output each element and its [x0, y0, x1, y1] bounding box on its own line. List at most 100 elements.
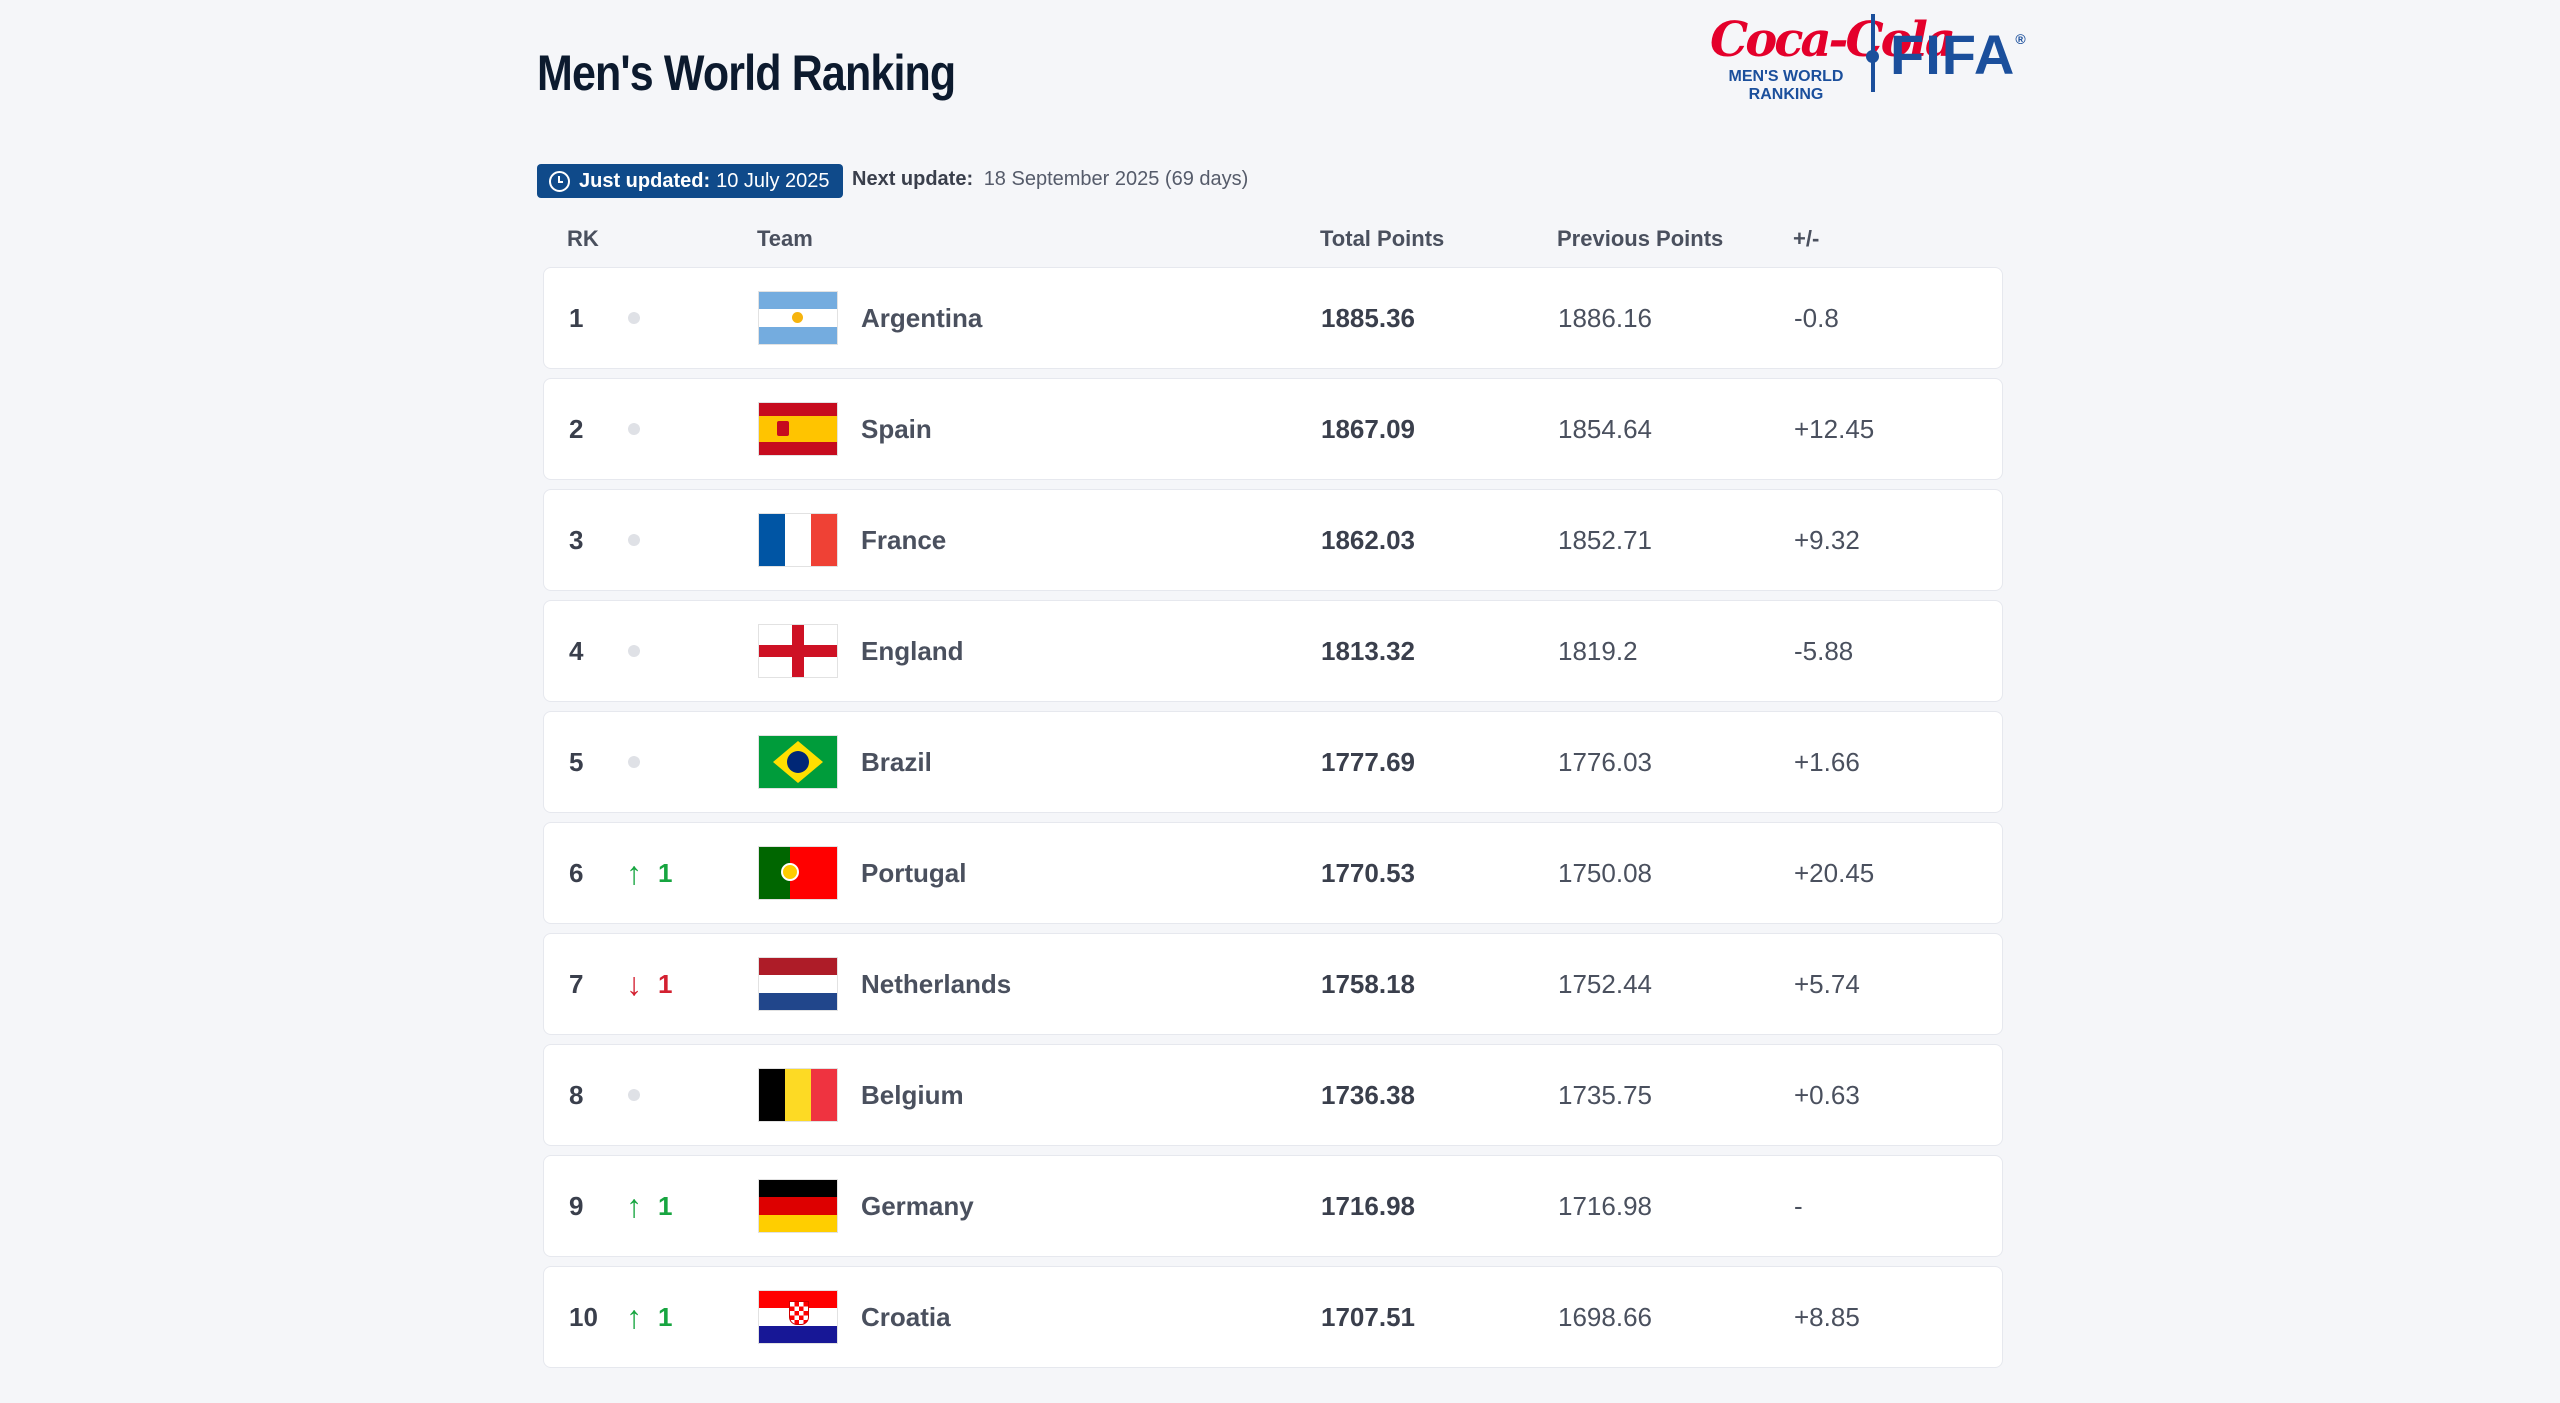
- no-change-dot-icon: [628, 534, 640, 546]
- flag-cell: [759, 379, 837, 479]
- rank-cell: 1: [569, 302, 584, 333]
- header-previous-points[interactable]: Previous Points: [1557, 226, 1724, 251]
- previous-points-cell: 1852.71: [1558, 524, 1652, 555]
- rank-movement: ↑ 1: [626, 1267, 716, 1367]
- total-points-cell: 1736.38: [1321, 1079, 1415, 1110]
- page-title: Men's World Ranking: [537, 45, 956, 101]
- team-name-link[interactable]: Portugal: [861, 857, 967, 888]
- flag-cell: [759, 601, 837, 701]
- previous-points-cell: 1716.98: [1558, 1190, 1652, 1221]
- no-change-dot-icon: [628, 756, 640, 768]
- previous-points-cell: 1735.75: [1558, 1079, 1652, 1110]
- team-name-link[interactable]: Netherlands: [861, 968, 1012, 999]
- germany-flag-icon: [759, 1180, 837, 1232]
- team-name-link[interactable]: France: [861, 524, 947, 555]
- rank-movement-value: 1: [658, 857, 673, 888]
- points-diff-cell: -5.88: [1794, 635, 1854, 666]
- total-points-cell: 1867.09: [1321, 413, 1415, 444]
- points-diff-cell: +5.74: [1794, 968, 1860, 999]
- flag-cell: [759, 1267, 837, 1367]
- table-row[interactable]: 8 Belgium 1736.38 1735.75 +0.63: [543, 1044, 2003, 1146]
- next-update-label: Next update:: [852, 168, 974, 190]
- previous-points-cell: 1854.64: [1558, 413, 1652, 444]
- total-points-cell: 1770.53: [1321, 857, 1415, 888]
- no-change-dot-icon: [628, 312, 640, 324]
- rank-movement: [626, 601, 716, 701]
- points-diff-cell: -: [1794, 1190, 1803, 1221]
- previous-points-cell: 1698.66: [1558, 1301, 1652, 1332]
- header-team[interactable]: Team: [757, 226, 813, 251]
- table-row[interactable]: 4 England 1813.32 1819.2 -5.88: [543, 600, 2003, 702]
- team-name-link[interactable]: Germany: [861, 1190, 974, 1221]
- team-name-link[interactable]: Belgium: [861, 1079, 964, 1110]
- total-points-cell: 1777.69: [1321, 746, 1415, 777]
- rank-movement: [626, 1045, 716, 1145]
- rank-movement-value: 1: [658, 968, 673, 999]
- previous-points-cell: 1776.03: [1558, 746, 1652, 777]
- points-diff-cell: +1.66: [1794, 746, 1860, 777]
- flag-cell: [759, 712, 837, 812]
- flag-cell: [759, 268, 837, 368]
- arrow-down-icon: ↓: [626, 965, 642, 1002]
- no-change-dot-icon: [628, 1089, 640, 1101]
- logo-divider-dot: [1866, 50, 1879, 63]
- table-row[interactable]: 9 ↑ 1 Germany 1716.98 1716.98-: [543, 1155, 2003, 1257]
- table-row[interactable]: 5 Brazil 1777.69 1776.03 +1.66: [543, 711, 2003, 813]
- header-diff[interactable]: +/-: [1793, 226, 1820, 251]
- points-diff-cell: +9.32: [1794, 524, 1860, 555]
- no-change-dot-icon: [628, 423, 640, 435]
- previous-points-cell: 1750.08: [1558, 857, 1652, 888]
- flag-cell: [759, 490, 837, 590]
- rank-cell: 8: [569, 1079, 584, 1110]
- team-name-link[interactable]: Croatia: [861, 1301, 951, 1332]
- just-updated-badge: Just updated: 10 July 2025: [537, 164, 843, 198]
- rank-movement: [626, 712, 716, 812]
- table-row[interactable]: 3 France 1862.03 1852.71 +9.32: [543, 489, 2003, 591]
- portugal-flag-icon: [759, 847, 837, 899]
- rank-cell: 7: [569, 968, 584, 999]
- belgium-flag-icon: [759, 1069, 837, 1121]
- total-points-cell: 1716.98: [1321, 1190, 1415, 1221]
- points-diff-cell: -0.8: [1794, 302, 1839, 333]
- header-rank[interactable]: RK: [567, 226, 599, 251]
- team-name-link[interactable]: Brazil: [861, 746, 932, 777]
- team-name-link[interactable]: Spain: [861, 413, 932, 444]
- rank-cell: 6: [569, 857, 584, 888]
- flag-cell: [759, 823, 837, 923]
- fifa-logo: FIFA®: [1890, 23, 2027, 86]
- argentina-flag-icon: [759, 292, 837, 344]
- team-name-link[interactable]: Argentina: [861, 302, 983, 333]
- total-points-cell: 1813.32: [1321, 635, 1415, 666]
- previous-points-cell: 1886.16: [1558, 302, 1652, 333]
- no-change-dot-icon: [628, 645, 640, 657]
- rank-movement: ↓ 1: [626, 934, 716, 1034]
- table-row[interactable]: 2 Spain 1867.09 1854.64 +12.45: [543, 378, 2003, 480]
- table-row[interactable]: 7 ↓ 1 Netherlands 1758.18 1752.44 +5.74: [543, 933, 2003, 1035]
- arrow-up-icon: ↑: [626, 854, 642, 891]
- table-row[interactable]: 10 ↑ 1 Croatia 1707.51 1698.66 +8.85: [543, 1266, 2003, 1368]
- next-update-value: 18 September 2025 (69 days): [983, 168, 1249, 190]
- header-total-points[interactable]: Total Points: [1320, 226, 1445, 251]
- coca-cola-logo: Coca-Cola: [1710, 12, 1956, 68]
- ranking-logo-text: MEN'S WORLD RANKING: [1711, 68, 1861, 104]
- previous-points-cell: 1819.2: [1558, 635, 1638, 666]
- table-row[interactable]: 6 ↑ 1 Portugal 1770.53 1750.08 +20.45: [543, 822, 2003, 924]
- clock-icon: [549, 170, 570, 192]
- arrow-up-icon: ↑: [626, 1187, 642, 1224]
- croatia-flag-icon: [759, 1291, 837, 1343]
- netherlands-flag-icon: [759, 958, 837, 1010]
- rank-movement: ↑ 1: [626, 823, 716, 923]
- flag-cell: [759, 1045, 837, 1145]
- total-points-cell: 1707.51: [1321, 1301, 1415, 1332]
- france-flag-icon: [759, 514, 837, 566]
- points-diff-cell: +12.45: [1794, 413, 1875, 444]
- fifa-logo-text: FIFA: [1890, 23, 2016, 86]
- rank-movement: [626, 268, 716, 368]
- just-updated-label: Just updated:: [579, 169, 711, 192]
- team-name-link[interactable]: England: [861, 635, 964, 666]
- spain-flag-icon: [759, 403, 837, 455]
- england-flag-icon: [759, 625, 837, 677]
- rank-cell: 4: [569, 635, 584, 666]
- table-row[interactable]: 1 Argentina 1885.36 1886.16 -0.8: [543, 267, 2003, 369]
- coca-cola-fifa-ranking-logo[interactable]: Coca-Cola MEN'S WORLD RANKING FIFA®: [1705, 10, 2026, 110]
